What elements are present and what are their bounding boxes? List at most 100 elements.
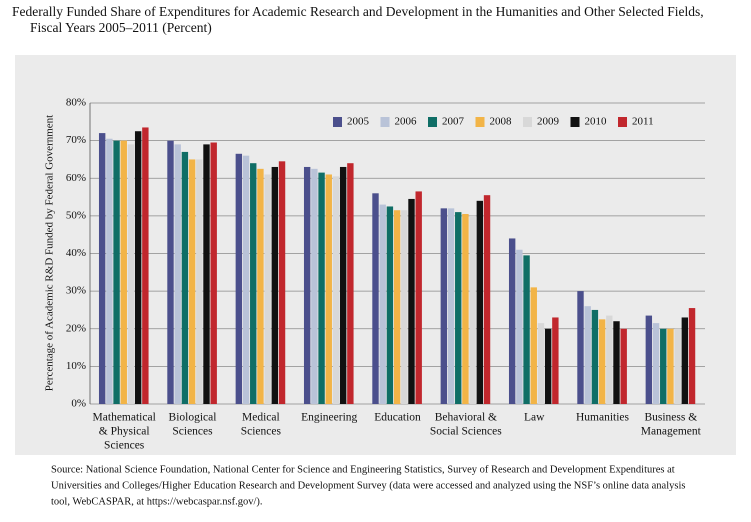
source-note: Source: National Science Foundation, Nat… bbox=[51, 464, 675, 475]
y-tick-label: 60% bbox=[66, 172, 86, 184]
source-note: tool, WebCASPAR, at https://webcaspar.ns… bbox=[51, 496, 263, 507]
bar bbox=[681, 317, 689, 404]
legend-swatch bbox=[523, 117, 532, 127]
bar bbox=[447, 208, 455, 404]
bar bbox=[408, 198, 415, 404]
bar bbox=[134, 131, 142, 404]
bar bbox=[325, 174, 332, 404]
bar bbox=[645, 315, 653, 404]
bar bbox=[508, 238, 516, 404]
bar bbox=[577, 291, 584, 404]
bar bbox=[379, 204, 386, 404]
y-tick-label: 30% bbox=[66, 285, 86, 297]
bar bbox=[483, 195, 491, 404]
bar bbox=[167, 140, 174, 404]
bar bbox=[98, 133, 106, 404]
bar bbox=[544, 328, 552, 404]
bar bbox=[386, 206, 394, 404]
bar bbox=[332, 176, 340, 404]
y-tick-label: 0% bbox=[71, 398, 86, 410]
bar bbox=[530, 287, 537, 404]
legend-label: 2008 bbox=[490, 116, 513, 128]
x-tick-label: Business & bbox=[644, 412, 697, 424]
bar bbox=[347, 163, 354, 404]
bar bbox=[250, 163, 257, 404]
x-tick-label: Education bbox=[374, 412, 421, 424]
bar bbox=[516, 249, 523, 404]
legend-label: 2009 bbox=[537, 116, 560, 128]
x-tick-label: Medical bbox=[242, 412, 280, 424]
bar bbox=[393, 210, 401, 404]
legend-label: 2010 bbox=[585, 116, 608, 128]
legend-swatch bbox=[570, 117, 580, 127]
y-tick-label: 20% bbox=[66, 322, 86, 334]
bar bbox=[523, 255, 530, 404]
legend-label: 2006 bbox=[395, 116, 418, 128]
x-tick-label: Mathematical bbox=[93, 412, 156, 424]
bar bbox=[440, 208, 448, 404]
y-tick-label: 10% bbox=[66, 360, 86, 372]
bar bbox=[181, 151, 189, 404]
x-tick-label: & Physical bbox=[99, 426, 150, 438]
bar bbox=[606, 315, 613, 404]
source-note: Universities and Colleges/Higher Educati… bbox=[51, 480, 685, 491]
x-tick-label: Social Sciences bbox=[430, 426, 502, 438]
bar bbox=[271, 166, 279, 404]
bar bbox=[401, 210, 408, 404]
x-tick-label: Humanities bbox=[576, 412, 630, 424]
bar bbox=[127, 144, 135, 404]
bar bbox=[120, 140, 127, 404]
legend-label: 2011 bbox=[632, 116, 654, 128]
bar bbox=[552, 317, 559, 404]
x-tick-label: Law bbox=[524, 412, 545, 424]
y-axis-label: Percentage of Academic R&D Funded by Fed… bbox=[44, 115, 56, 391]
bar bbox=[537, 323, 545, 404]
x-tick-label: Sciences bbox=[104, 440, 145, 452]
bar bbox=[652, 323, 660, 404]
legend-swatch bbox=[333, 117, 342, 127]
legend-swatch bbox=[618, 117, 627, 127]
bar bbox=[318, 172, 325, 404]
bar bbox=[476, 200, 484, 404]
bar bbox=[142, 127, 149, 405]
legend-swatch bbox=[380, 117, 390, 127]
bar bbox=[667, 328, 674, 404]
bar bbox=[584, 306, 591, 404]
bar bbox=[591, 309, 599, 404]
bar bbox=[113, 140, 120, 404]
bar bbox=[620, 328, 627, 404]
bar bbox=[311, 168, 318, 404]
bar bbox=[210, 142, 217, 404]
x-tick-label: Engineering bbox=[301, 412, 357, 424]
bar bbox=[242, 155, 250, 404]
bar bbox=[257, 168, 264, 404]
bar bbox=[264, 174, 271, 404]
bar bbox=[613, 321, 620, 404]
bar bbox=[462, 213, 469, 404]
x-tick-label: Management bbox=[641, 426, 702, 438]
bar bbox=[469, 215, 476, 404]
x-tick-label: Biological bbox=[169, 412, 217, 424]
bar bbox=[455, 212, 462, 404]
chart-title: Fiscal Years 2005–2011 (Percent) bbox=[30, 20, 212, 35]
bar bbox=[196, 159, 203, 404]
bar bbox=[188, 159, 196, 404]
bar bbox=[674, 328, 681, 404]
bar bbox=[278, 161, 286, 404]
bar bbox=[203, 144, 210, 404]
bar bbox=[303, 166, 311, 404]
bar bbox=[415, 191, 422, 404]
bar bbox=[372, 193, 379, 404]
bar bbox=[235, 153, 243, 404]
y-tick-label: 40% bbox=[66, 247, 86, 259]
legend-swatch bbox=[475, 117, 485, 127]
bar bbox=[688, 308, 696, 404]
bar bbox=[339, 166, 347, 404]
bar bbox=[174, 144, 181, 404]
bar bbox=[598, 319, 606, 404]
x-tick-label: Behavioral & bbox=[435, 412, 497, 424]
y-tick-label: 70% bbox=[66, 134, 86, 146]
y-tick-label: 50% bbox=[66, 209, 86, 221]
x-tick-label: Sciences bbox=[241, 426, 282, 438]
